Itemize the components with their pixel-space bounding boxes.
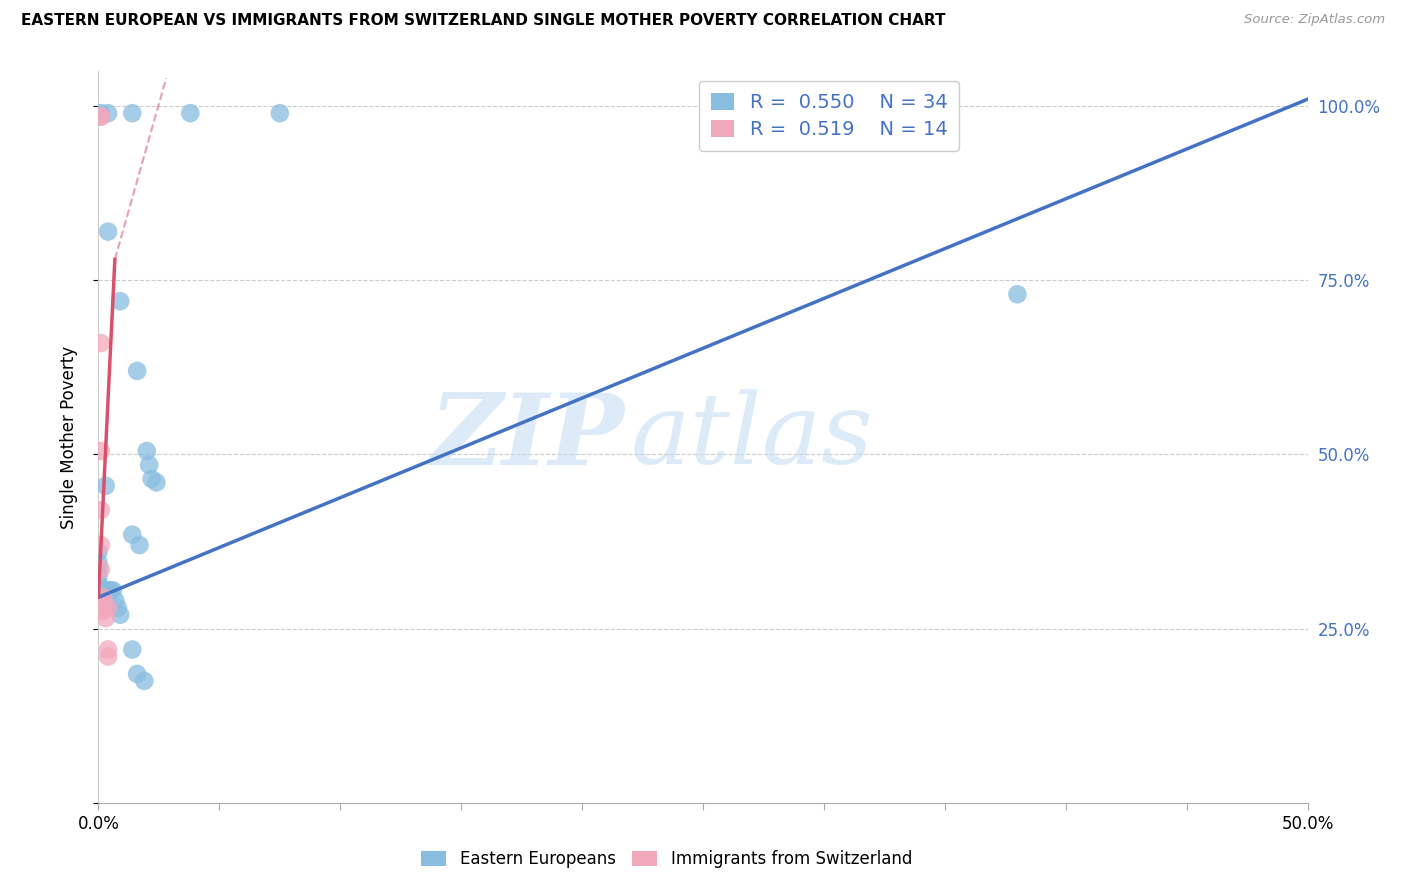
Point	[97, 649, 120, 664]
Point	[90, 562, 112, 576]
Point	[127, 667, 149, 681]
Point	[94, 479, 117, 493]
Point	[121, 527, 143, 541]
Point	[100, 583, 122, 598]
Point	[108, 294, 131, 309]
Point	[90, 110, 112, 124]
Point	[87, 562, 110, 576]
Point	[97, 225, 120, 239]
Point	[141, 472, 163, 486]
Point	[94, 583, 117, 598]
Y-axis label: Single Mother Poverty: Single Mother Poverty	[59, 345, 77, 529]
Point	[127, 364, 149, 378]
Point	[128, 538, 150, 552]
Point	[121, 642, 143, 657]
Point	[90, 336, 112, 351]
Point	[94, 611, 117, 625]
Point	[90, 503, 112, 517]
Point	[121, 106, 143, 120]
Point	[135, 444, 157, 458]
Point	[87, 583, 110, 598]
Point	[90, 106, 112, 120]
Point	[87, 545, 110, 559]
Point	[87, 576, 110, 591]
Point	[97, 106, 120, 120]
Point	[90, 444, 112, 458]
Point	[97, 600, 120, 615]
Point	[134, 673, 156, 688]
Point	[1007, 287, 1029, 301]
Point	[91, 597, 114, 611]
Text: atlas: atlas	[630, 390, 873, 484]
Point	[91, 604, 114, 618]
Point	[90, 583, 112, 598]
Point	[87, 569, 110, 583]
Point	[104, 594, 127, 608]
Point	[90, 110, 112, 124]
Point	[108, 607, 131, 622]
Point	[90, 538, 112, 552]
Point	[97, 583, 120, 598]
Point	[107, 600, 129, 615]
Point	[101, 583, 124, 598]
Point	[179, 106, 201, 120]
Text: ZIP: ZIP	[429, 389, 624, 485]
Text: Source: ZipAtlas.com: Source: ZipAtlas.com	[1244, 13, 1385, 27]
Point	[91, 591, 114, 605]
Text: EASTERN EUROPEAN VS IMMIGRANTS FROM SWITZERLAND SINGLE MOTHER POVERTY CORRELATIO: EASTERN EUROPEAN VS IMMIGRANTS FROM SWIT…	[21, 13, 946, 29]
Point	[97, 642, 120, 657]
Point	[87, 556, 110, 570]
Point	[269, 106, 291, 120]
Point	[91, 583, 114, 598]
Point	[138, 458, 160, 472]
Legend: Eastern Europeans, Immigrants from Switzerland: Eastern Europeans, Immigrants from Switz…	[415, 844, 918, 875]
Point	[145, 475, 167, 490]
